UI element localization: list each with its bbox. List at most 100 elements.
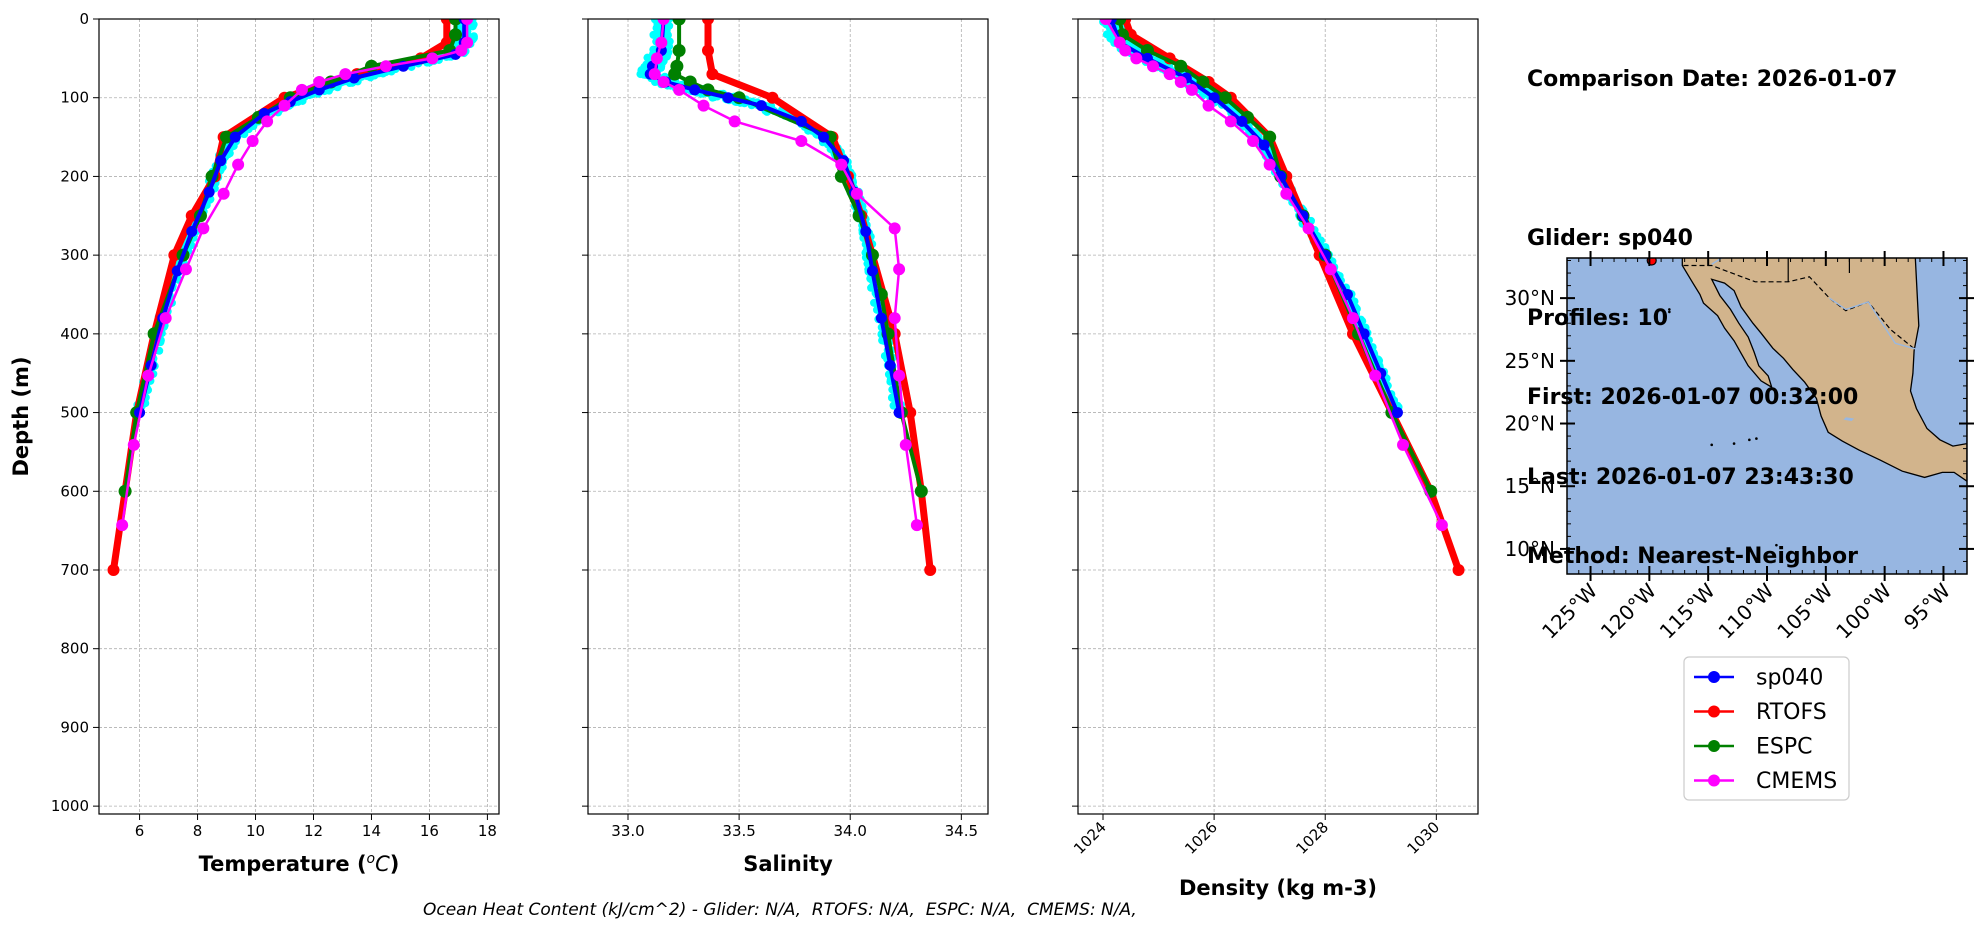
series-point-espc [668,67,682,81]
axes-frame [1077,18,1479,815]
series-point-cmems [1130,52,1143,65]
y-tick-label: 1000 [51,797,89,815]
series-point-cmems [1119,44,1132,57]
map-lat-label: 15°N [1505,474,1555,498]
series-point-espc [449,28,463,42]
series-point-cmems [1185,83,1198,96]
series-point-rtofs [924,563,937,576]
series-point-rtofs [107,563,120,576]
series-point-cmems [835,158,848,171]
series-point-sp040 [186,226,198,238]
plot-area [107,19,478,576]
legend-label-espc: ESPC [1756,735,1813,760]
legend-marker-rtofs [1708,705,1720,718]
series-point-cmems [1397,438,1409,451]
island [1668,308,1671,311]
y-tick-label: 200 [60,167,89,185]
series-point-cmems [455,44,468,57]
series-point-cmems [910,519,923,532]
series-point-cmems [697,99,710,112]
series-point-sp040 [795,115,807,127]
series-point-sp040 [818,131,830,143]
series-point-sp040 [1297,210,1309,222]
series-point-cmems [313,75,326,88]
island [1710,443,1714,447]
profile-count: Profiles: 10 [1527,305,1669,331]
series-point-cmems [232,158,245,171]
series-point-cmems [650,52,663,65]
series-point-cmems [888,222,901,235]
series-point-sp040 [755,100,767,112]
series-point-rtofs [904,406,917,419]
series-point-cmems [1163,68,1176,81]
glider-name: Glider: sp040 [1527,226,1693,251]
info-box: Comparison Date: 2026-01-07 Glider: sp04… [1527,14,1897,597]
series-point-espc [118,484,132,498]
comparison-date: Comparison Date: 2026-01-07 [1527,67,1898,92]
series-point-espc [1174,59,1188,73]
series-point-cmems [657,19,670,25]
panel-2: 33.0 33.5 34.0 34.5 Salinity [582,18,989,876]
series-point-cmems [127,438,140,451]
x-tick-label: 1024 [1070,818,1110,858]
series-point-cmems [1369,369,1382,382]
legend-marker-cmems [1708,774,1720,787]
series-point-cmems [278,99,291,112]
plot-area [636,19,937,576]
series-point-cmems [850,187,863,200]
series-point-cmems [339,68,352,81]
y-tick-label: 0 [79,10,89,28]
legend: sp040 RTOFS ESPC CMEMS [1683,656,1850,801]
series-point-sp040 [203,186,215,198]
ocean-heat-content-footer: Ocean Heat Content (kJ/cm^2) - Glider: N… [423,900,1137,920]
series-point-cmems [728,115,741,128]
first-time: First: 2026-01-07 00:32:00 [1527,385,1859,410]
gulf-of-mexico [1909,258,1967,447]
series-point-cmems [142,369,155,382]
island [1748,438,1751,442]
x-tick-label: 33.0 [611,822,644,840]
series-point-cmems [1099,19,1112,25]
plot-area [1099,19,1465,576]
series-point-cmems [1347,312,1359,325]
series-point-espc [914,484,928,498]
series-point-cmems [116,519,129,532]
series-point-sp040 [875,312,887,324]
series-point-cmems [888,312,901,325]
x-tick-label: 18 [478,822,497,840]
legend-marker-sp040 [1708,671,1720,683]
series-point-rtofs [1452,563,1465,576]
x-axis-label: Temperature (oC) [199,851,400,876]
series-point-cmems [1174,75,1187,88]
series-point-cmems [795,135,808,148]
island [1775,543,1778,547]
x-tick-label: 14 [362,822,381,840]
series-point-cmems [657,75,670,88]
x-tick-label: 12 [304,822,323,840]
series-point-cmems [648,68,661,81]
series-point-rtofs [766,91,779,104]
x-tick-label: 10 [246,822,265,840]
series-point-sp040 [1236,115,1248,127]
y-axis-label: Depth (m) [9,356,33,476]
land [1681,258,1967,482]
x-tick-label: 1028 [1292,818,1332,858]
series-point-cmems [893,263,906,276]
series-point-cmems [899,438,912,451]
series-point-cmems [1147,60,1159,73]
lake [1843,417,1855,421]
series-point-cmems [295,83,308,96]
y-tick-label: 800 [60,640,89,658]
map-lat-label: 30°N [1505,286,1555,310]
series-line-rtofs [1121,19,1462,572]
y-tick-label: 700 [60,561,89,579]
series-point-cmems [217,187,230,200]
series-point-sp040 [215,155,227,167]
x-tick-label: 1026 [1181,818,1221,858]
series-point-rtofs [702,19,714,25]
island [1732,442,1736,445]
map-lon-label: 95°W [1899,578,1955,634]
location-map: 30°N25°N20°N15°N10°N125°W120°W115°W110°W… [1505,251,1974,644]
series-point-rtofs [702,44,714,57]
